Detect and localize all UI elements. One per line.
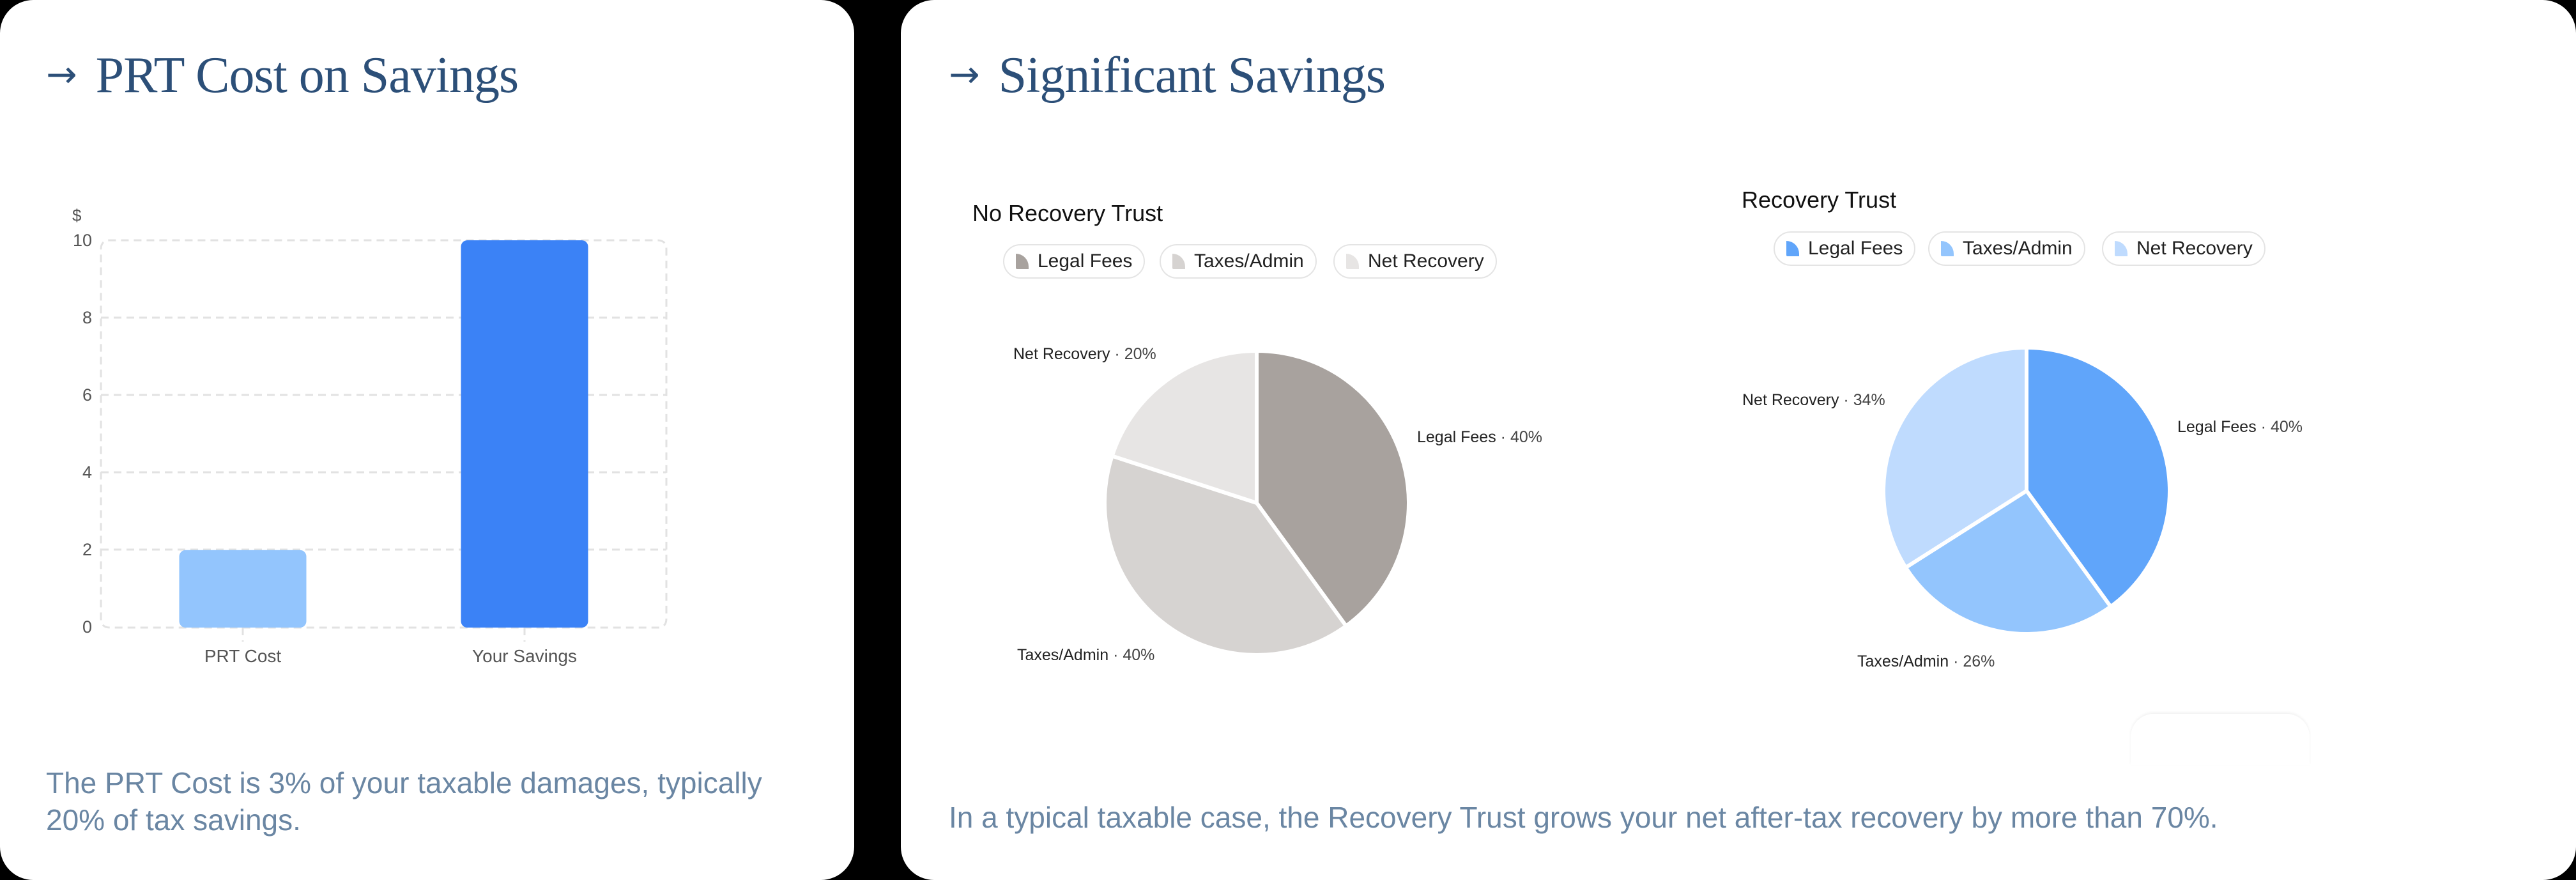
bars-group	[179, 240, 588, 628]
legend-chip-net-recovery[interactable]: Net Recovery	[2102, 231, 2266, 266]
significant-savings-card: → Significant Savings No Recovery Trust L…	[901, 0, 2576, 880]
y-tick: 2	[82, 540, 92, 559]
bar-your-savings[interactable]	[461, 240, 588, 628]
legend-label: Legal Fees	[1808, 238, 1903, 259]
pie-slice-net-recovery[interactable]	[1882, 346, 2028, 570]
card-title: → Significant Savings	[949, 47, 1386, 104]
card-title-text: PRT Cost on Savings	[95, 47, 519, 104]
legend-chip-net-recovery[interactable]: Net Recovery	[1333, 244, 1497, 279]
prt-cost-card: → PRT Cost on Savings $ 10 8 6 4 2 0 PRT …	[0, 0, 854, 880]
legend-label: Net Recovery	[2136, 238, 2253, 259]
pie-label-net-recovery: Net Recovery · 34%	[1742, 391, 1885, 409]
significant-savings-caption: In a typical taxable case, the Recovery …	[949, 801, 2218, 834]
pie-slice-icon	[1941, 241, 1954, 256]
pie-slice-icon	[1172, 254, 1185, 269]
y-axis-label: $	[72, 206, 82, 225]
y-tick: 4	[82, 463, 92, 482]
y-tick: 10	[72, 231, 92, 250]
bar-chart-plot	[100, 239, 668, 642]
legend-chip-legal-fees[interactable]: Legal Fees	[1003, 244, 1146, 279]
bar-prt-cost[interactable]	[179, 550, 307, 628]
arrow-right-icon: →	[949, 52, 980, 96]
pie-slice-icon	[1786, 241, 1799, 256]
pie-label-legal-fees: Legal Fees · 40%	[2177, 418, 2303, 436]
pie-title-no-recovery-trust: No Recovery Trust	[972, 200, 1163, 226]
pie-slice-net-recovery[interactable]	[1110, 349, 1259, 505]
pie-label-legal-fees: Legal Fees · 40%	[1417, 428, 1542, 446]
y-tick: 6	[82, 385, 92, 405]
y-tick: 0	[82, 617, 92, 637]
pie-label-net-recovery: Net Recovery · 20%	[1013, 345, 1156, 363]
legend-label: Taxes/Admin	[1963, 238, 2073, 259]
tooltip-box	[2131, 714, 2310, 765]
pie-recovery-trust	[1882, 346, 2172, 636]
pie-charts	[1103, 346, 2172, 657]
pie-slice-icon	[2115, 241, 2128, 256]
pie-slice-taxes-admin[interactable]	[1103, 454, 1348, 657]
card-title-text: Significant Savings	[998, 47, 1386, 104]
legend-label: Legal Fees	[1038, 251, 1133, 272]
pie-title-recovery-trust: Recovery Trust	[1742, 187, 1897, 213]
legend-chip-legal-fees[interactable]: Legal Fees	[1774, 231, 1916, 266]
arrow-right-icon: →	[46, 52, 77, 96]
pie-label-taxes-admin: Taxes/Admin · 26%	[1857, 652, 1995, 670]
pie-slice-icon	[1016, 254, 1029, 269]
pie-slice-taxes-admin[interactable]	[1903, 489, 2113, 636]
caption-line: 20% of tax savings.	[46, 803, 301, 837]
caption-line: The PRT Cost is 3% of your taxable damag…	[46, 766, 762, 799]
y-tick: 8	[82, 308, 92, 327]
legend-chip-taxes-admin[interactable]: Taxes/Admin	[1160, 244, 1317, 279]
pie-slice-legal-fees[interactable]	[2025, 346, 2172, 609]
legend-chip-taxes-admin[interactable]: Taxes/Admin	[1928, 231, 2085, 266]
legend-label: Net Recovery	[1368, 251, 1484, 272]
pie-label-taxes-admin: Taxes/Admin · 40%	[1017, 646, 1155, 664]
legend-label: Taxes/Admin	[1194, 251, 1304, 272]
pie-slice-icon	[1346, 254, 1359, 269]
card-title: → PRT Cost on Savings	[46, 47, 519, 104]
prt-cost-caption: The PRT Cost is 3% of your taxable damag…	[46, 764, 832, 838]
x-tick-your-savings: Your Savings	[472, 646, 577, 666]
x-tick-prt-cost: PRT Cost	[204, 646, 282, 666]
pie-slice-legal-fees[interactable]	[1255, 349, 1411, 628]
pie-no-recovery-trust	[1103, 349, 1411, 657]
